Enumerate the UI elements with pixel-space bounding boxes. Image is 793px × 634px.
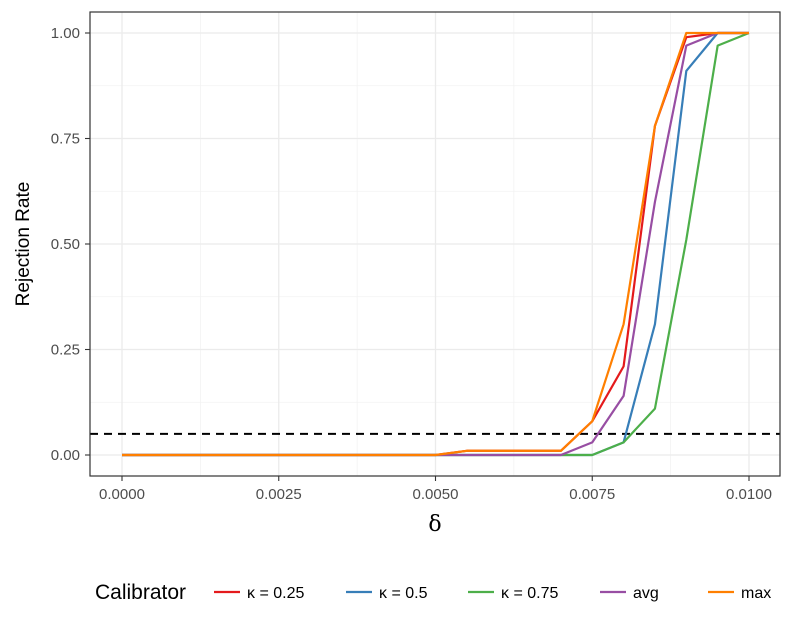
x-tick-label: 0.0025 [256,486,302,503]
legend-label-0: κ = 0.25 [247,585,304,602]
y-tick-label: 0.75 [51,131,80,148]
x-axis: 0.0000 0.0025 0.0050 0.0075 0.0100 [99,476,772,503]
y-tick-label: 0.50 [51,236,80,253]
x-tick-label: 0.0100 [726,486,772,503]
series-line-4 [122,31,749,457]
legend: Calibrator κ = 0.25 κ = 0.5 κ = 0.75 avg max [95,581,771,604]
x-tick-label: 0.0050 [413,486,459,503]
x-tick-label: 0.0075 [569,486,615,503]
legend-title: Calibrator [95,581,186,604]
x-axis-title: δ [428,512,441,537]
series-layer [122,31,750,457]
x-tick-label: 0.0000 [99,486,145,503]
legend-label-4: max [741,585,771,602]
y-axis-title: Rejection Rate [13,182,34,307]
y-axis: 0.00 0.25 0.50 0.75 1.00 [51,25,90,464]
y-tick-label: 1.00 [51,25,80,42]
y-tick-label: 0.25 [51,342,80,359]
y-tick-label: 0.00 [51,447,80,464]
legend-label-2: κ = 0.75 [501,585,558,602]
legend-label-1: κ = 0.5 [379,585,428,602]
legend-label-3: avg [633,585,659,602]
